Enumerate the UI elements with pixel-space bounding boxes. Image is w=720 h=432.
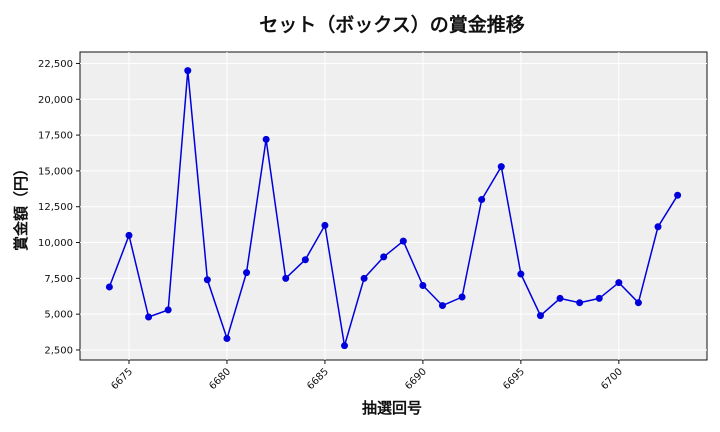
data-point <box>164 306 172 314</box>
grid-lines <box>80 52 707 360</box>
data-point <box>438 302 446 310</box>
x-axis-label: 抽選回号 <box>362 399 422 417</box>
x-tick-label: 6695 <box>501 366 527 392</box>
data-point <box>301 256 309 264</box>
data-point <box>282 274 290 282</box>
y-tick-label: 15,000 <box>38 166 73 177</box>
data-point <box>576 299 584 307</box>
data-point <box>360 274 368 282</box>
data-point <box>399 237 407 245</box>
y-axis-label: 賞金額（円） <box>12 161 30 251</box>
data-point <box>595 294 603 302</box>
data-point <box>380 253 388 261</box>
x-tick-label: 6685 <box>305 366 331 392</box>
y-tick-label: 12,500 <box>38 202 73 213</box>
data-point <box>145 313 153 321</box>
x-axis: 6675 6680 6685 6690 6695 6700 <box>109 360 625 392</box>
x-tick-label: 6700 <box>599 366 625 392</box>
data-point <box>105 283 113 291</box>
y-tick-label: 20,000 <box>38 95 73 106</box>
series-layer <box>105 67 682 350</box>
x-tick-label: 6690 <box>403 366 429 392</box>
data-point <box>556 294 564 302</box>
data-point <box>321 221 329 229</box>
data-point <box>517 270 525 278</box>
y-tick-label: 7,500 <box>44 274 73 285</box>
data-point <box>243 269 251 277</box>
data-point <box>341 342 349 350</box>
data-point <box>536 312 544 320</box>
data-point <box>478 196 486 204</box>
x-tick-label: 6675 <box>109 366 135 392</box>
data-point <box>125 231 133 239</box>
y-tick-label: 22,500 <box>38 59 73 70</box>
data-point <box>203 276 211 284</box>
data-point <box>419 282 427 290</box>
data-point <box>615 279 623 287</box>
data-point <box>458 293 466 301</box>
chart-title: セット（ボックス）の賞金推移 <box>259 13 524 36</box>
data-point <box>674 191 682 199</box>
data-point <box>262 135 270 143</box>
y-tick-label: 17,500 <box>38 131 73 142</box>
data-point <box>654 223 662 231</box>
y-tick-label: 2,500 <box>44 345 73 356</box>
y-axis: 2,500 5,000 7,500 10,000 12,500 15,000 17,500 2… <box>38 59 80 356</box>
data-point <box>184 67 192 75</box>
data-point <box>497 163 505 171</box>
x-tick-label: 6680 <box>207 366 233 392</box>
data-point <box>223 335 231 343</box>
y-tick-label: 5,000 <box>44 310 73 321</box>
y-tick-label: 10,000 <box>38 238 73 249</box>
data-point <box>634 299 642 307</box>
